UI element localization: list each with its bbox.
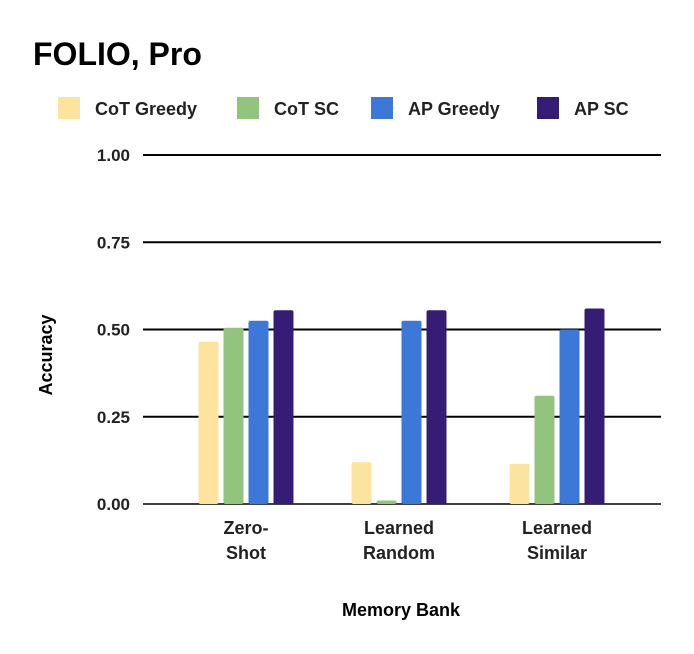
bar-2-1 — [534, 395, 555, 504]
y-tick-label-4: 1.00 — [97, 146, 130, 165]
bar-1-3 — [426, 310, 447, 504]
bar-0-0 — [198, 341, 219, 504]
x-axis-ticks: Zero-Shot Learned Random Learned Similar — [224, 518, 593, 563]
y-tick-label-2: 0.50 — [97, 321, 130, 340]
legend-swatch-2 — [371, 97, 393, 119]
legend-label-0: CoT Greedy — [95, 99, 197, 119]
bar-2-0 — [509, 463, 530, 504]
bar-2-2 — [559, 329, 580, 504]
chart-title: FOLIO, Pro — [33, 36, 202, 72]
legend-swatch-3 — [537, 97, 559, 119]
x-tick-label-0: Zero-Shot — [224, 518, 269, 563]
bar-1-0 — [351, 462, 372, 504]
x-tick-label-1: Learned Random — [363, 518, 435, 563]
y-axis-ticks: 0.00 0.25 0.50 0.75 1.00 — [97, 146, 130, 514]
bar-0-2 — [248, 320, 269, 504]
bars — [198, 308, 605, 504]
legend-swatch-1 — [237, 97, 259, 119]
y-tick-label-3: 0.75 — [97, 233, 130, 252]
bar-0-3 — [273, 310, 294, 504]
y-axis-title: Accuracy — [36, 314, 56, 395]
bar-0-1 — [223, 327, 244, 504]
y-tick-label-1: 0.25 — [97, 408, 130, 427]
bar-1-2 — [401, 320, 422, 504]
legend-label-3: AP SC — [574, 99, 629, 119]
legend-label-1: CoT SC — [274, 99, 339, 119]
x-axis-title: Memory Bank — [342, 600, 461, 620]
legend: CoT Greedy CoT SC AP Greedy AP SC — [58, 97, 629, 119]
bar-1-1 — [376, 500, 397, 504]
bar-2-3 — [584, 308, 605, 504]
legend-label-2: AP Greedy — [408, 99, 500, 119]
x-tick-label-2: Learned Similar — [522, 518, 592, 563]
legend-swatch-0 — [58, 97, 80, 119]
y-tick-label-0: 0.00 — [97, 495, 130, 514]
